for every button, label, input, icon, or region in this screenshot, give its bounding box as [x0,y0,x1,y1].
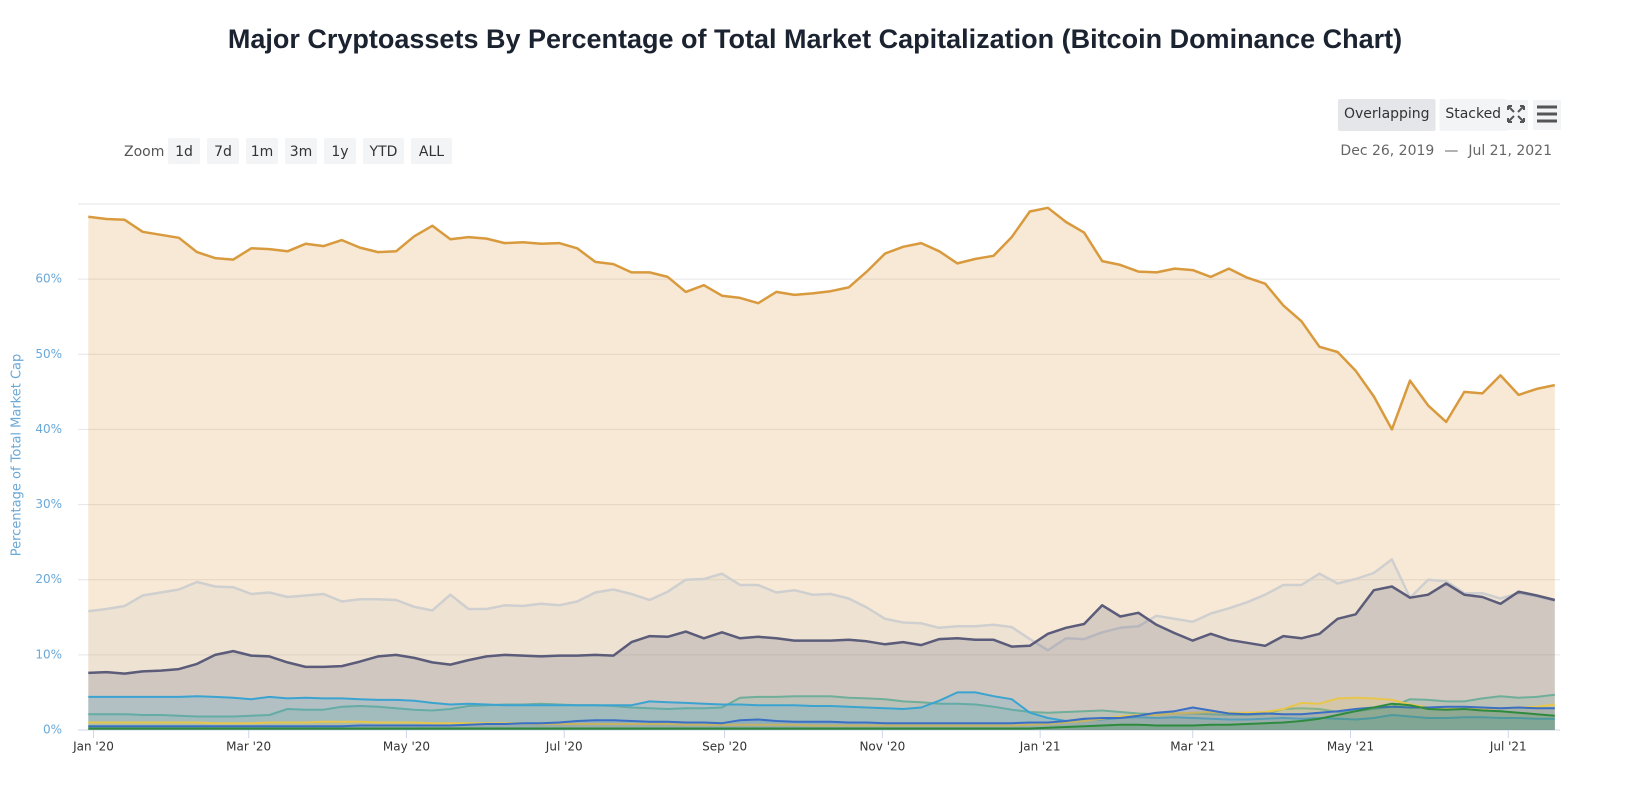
zoom-button-label[interactable]: 3m [290,144,313,160]
y-tick-label: 20% [35,572,62,586]
x-tick-label: Mar '21 [1170,740,1215,754]
icon-arrows [1507,105,1525,123]
series-area [88,559,1555,730]
series-area [88,703,1555,730]
series-area [88,697,1555,730]
mode-button-label[interactable]: Stacked [1445,106,1501,122]
zoom-label: Zoom [124,144,164,160]
zoom-button[interactable] [207,138,239,164]
series-area [88,692,1555,730]
zoom-button-label[interactable]: ALL [419,144,444,160]
mode-button[interactable] [1439,99,1507,131]
x-tick-label: May '20 [383,740,430,754]
series-line [88,696,1555,727]
y-tick-label: 10% [35,647,62,661]
y-axis-label: Percentage of Total Market Cap [10,354,25,557]
series-line [88,558,1556,652]
series-line [88,582,1556,675]
y-tick-label: 0% [43,723,62,737]
y-tick-label: 60% [35,272,62,286]
series-line [88,705,1555,728]
x-tick-label: Jan '21 [1019,740,1061,754]
fullscreen-icon[interactable] [1504,100,1528,130]
mode-button-label[interactable]: Overlapping [1344,106,1430,122]
zoom-button-label[interactable]: 1d [175,144,193,160]
mode-button[interactable] [1338,99,1436,131]
x-tick-label: Jul '20 [545,740,583,754]
series-line [88,702,1555,730]
series-area [88,583,1555,730]
menu-icon[interactable] [1533,100,1561,130]
icon-bg[interactable] [1504,100,1528,130]
zoom-button[interactable] [246,138,278,164]
x-tick-label: Mar '20 [226,740,271,754]
x-tick-label: May '21 [1327,740,1374,754]
zoom-button-label[interactable]: 1y [331,144,348,160]
zoom-button[interactable] [363,138,404,164]
series-area [88,694,1555,730]
y-tick-label: 50% [35,347,62,361]
zoom-button-label[interactable]: 1m [251,144,274,160]
y-tick-label: 40% [35,422,62,436]
series-area [88,706,1555,730]
zoom-button-label[interactable]: 7d [214,144,232,160]
x-tick-label: Sep '20 [702,740,747,754]
range-to: Jul 21, 2021 [1467,143,1552,159]
zoom-button[interactable] [285,138,317,164]
zoom-button[interactable] [168,138,200,164]
zoom-button[interactable] [411,138,452,164]
range-from: Dec 26, 2019 [1340,143,1434,159]
series-line [88,206,1556,431]
x-tick-label: Jul '21 [1489,740,1527,754]
x-tick-label: Nov '20 [859,740,905,754]
y-tick-label: 30% [35,497,62,511]
zoom-button-label[interactable]: YTD [369,144,398,160]
zoom-button[interactable] [324,138,356,164]
chart-title: Major Cryptoassets By Percentage of Tota… [228,24,1402,54]
date-range: Dec 26, 2019 — Jul 21, 2021 [1340,143,1552,159]
range-separator: — [1444,143,1458,159]
x-tick-label: Jan '20 [72,740,114,754]
series-line [88,691,1555,722]
series-line [88,693,1555,718]
